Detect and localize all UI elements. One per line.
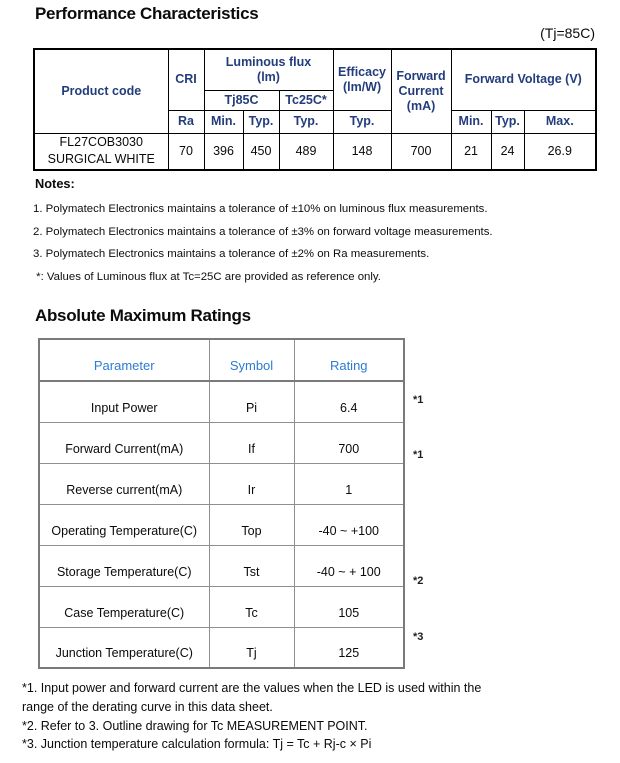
amr-symbol: Tj — [208, 626, 295, 669]
forward-current-word2: Current — [398, 83, 444, 98]
perf-header-fv-min: Min. — [450, 109, 492, 134]
absolute-maximum-ratings-table: Parameter Symbol Rating Input Power Pi 6… — [38, 338, 405, 669]
amr-rating: 6.4 — [293, 380, 405, 423]
amr-rating: -40 ~ +100 — [293, 503, 405, 546]
perf-header-efficacy: Efficacy (lm/W) — [332, 48, 392, 111]
amr-symbol: If — [208, 421, 295, 464]
forward-voltage-min-value: 21 — [450, 132, 492, 171]
perf-header-fv-typ: Typ. — [490, 109, 525, 134]
table-row: Storage Temperature(C) Tst -40 ~ + 100 — [38, 544, 405, 587]
footnote-line: *3. Junction temperature calculation for… — [22, 737, 372, 752]
amr-symbol: Pi — [208, 380, 295, 423]
ratings-section-title: Absolute Maximum Ratings — [35, 306, 251, 325]
efficacy-unit: (lm/W) — [342, 79, 382, 94]
amr-parameter: Case Temperature(C) — [38, 585, 210, 628]
perf-header-lf-min: Min. — [203, 109, 244, 134]
annotation-ref-1: *1 — [413, 394, 424, 406]
amr-parameter: Operating Temperature(C) — [38, 503, 210, 546]
perf-header-cri: CRI — [167, 48, 205, 111]
table-row: Operating Temperature(C) Top -40 ~ +100 — [38, 503, 405, 546]
efficacy-label: Efficacy — [338, 64, 386, 79]
amr-rating: -40 ~ + 100 — [293, 544, 405, 587]
perf-header-tj85c: Tj85C — [203, 89, 280, 111]
perf-header-tc25c: Tc25C* — [278, 89, 334, 111]
luminous-flux-label: Luminous flux — [225, 54, 312, 69]
product-code-line2: SURGICAL WHITE — [47, 152, 155, 167]
perf-header-product-code: Product code — [33, 48, 169, 134]
note-item: 3. Polymatech Electronics maintains a to… — [33, 248, 430, 261]
amr-parameter: Input Power — [38, 380, 210, 423]
table-row: Forward Current(mA) If 700 — [38, 421, 405, 464]
luminous-flux-tc25c-value: 489 — [278, 132, 334, 171]
table-row: Junction Temperature(C) Tj 125 — [38, 626, 405, 669]
amr-symbol: Top — [208, 503, 295, 546]
amr-header-rating: Rating — [293, 338, 405, 382]
ra-value: 70 — [167, 132, 205, 171]
product-code-cell: FL27COB3030 SURGICAL WHITE — [33, 132, 169, 171]
luminous-flux-min-value: 396 — [203, 132, 244, 171]
test-condition-label: (Tj=85C) — [540, 25, 595, 41]
amr-rating: 700 — [293, 421, 405, 464]
perf-header-forward-voltage: Forward Voltage (V) — [450, 48, 597, 111]
perf-data-row: FL27COB3030 SURGICAL WHITE 70 396 450 48… — [33, 132, 597, 171]
forward-current-unit: (mA) — [406, 98, 436, 113]
footnote-line: *2. Refer to 3. Outline drawing for Tc M… — [22, 718, 368, 733]
amr-rating: 105 — [293, 585, 405, 628]
perf-header-tc-typ: Typ. — [278, 109, 334, 134]
amr-rating: 125 — [293, 626, 405, 669]
amr-parameter: Forward Current(mA) — [38, 421, 210, 464]
footnote-line: *1. Input power and forward current are … — [22, 681, 482, 695]
note-item: 2. Polymatech Electronics maintains a to… — [33, 225, 493, 238]
footnotes: *1. Input power and forward current are … — [22, 679, 481, 754]
forward-voltage-max-value: 26.9 — [523, 132, 597, 171]
table-row: Reverse current(mA) Ir 1 — [38, 462, 405, 505]
amr-rating: 1 — [293, 462, 405, 505]
footnote-line: range of the derating curve in this data… — [22, 699, 273, 714]
perf-header-fv-max: Max. — [523, 109, 597, 134]
performance-table: Product code CRI Luminous flux (lm) Effi… — [33, 48, 598, 171]
forward-current-value: 700 — [390, 132, 452, 171]
luminous-flux-typ-value: 450 — [242, 132, 280, 171]
perf-header-lf-typ: Typ. — [242, 109, 280, 134]
table-row: Case Temperature(C) Tc 105 — [38, 585, 405, 628]
note-item: *: Values of Luminous flux at Tc=25C are… — [33, 270, 381, 283]
table-row: Input Power Pi 6.4 — [38, 380, 405, 423]
amr-symbol: Tst — [208, 544, 295, 587]
amr-symbol: Ir — [208, 462, 295, 505]
amr-header-parameter: Parameter — [38, 338, 210, 382]
annotation-ref-2: *2 — [413, 575, 424, 587]
luminous-flux-unit: (lm) — [257, 69, 280, 84]
product-code-line1: FL27COB3030 — [59, 135, 143, 150]
perf-header-ra: Ra — [167, 109, 205, 134]
amr-parameter: Storage Temperature(C) — [38, 544, 210, 587]
perf-header-luminous-flux: Luminous flux (lm) — [203, 48, 334, 91]
amr-parameter: Reverse current(mA) — [38, 462, 210, 505]
amr-symbol: Tc — [208, 585, 295, 628]
annotation-ref-3: *3 — [413, 631, 424, 643]
notes-list: 1. Polymatech Electronics maintains a to… — [33, 198, 493, 288]
perf-header-efficacy-typ: Typ. — [332, 109, 392, 134]
efficacy-value: 148 — [332, 132, 392, 171]
performance-section-title: Performance Characteristics — [35, 4, 259, 23]
notes-label: Notes: — [35, 176, 75, 191]
annotation-ref-1: *1 — [413, 449, 424, 461]
note-item: 1. Polymatech Electronics maintains a to… — [33, 203, 488, 215]
perf-header-forward-current: Forward Current (mA) — [390, 48, 452, 134]
forward-current-word1: Forward — [396, 68, 446, 83]
forward-voltage-typ-value: 24 — [490, 132, 525, 171]
amr-header-symbol: Symbol — [208, 338, 295, 382]
amr-parameter: Junction Temperature(C) — [38, 626, 210, 669]
